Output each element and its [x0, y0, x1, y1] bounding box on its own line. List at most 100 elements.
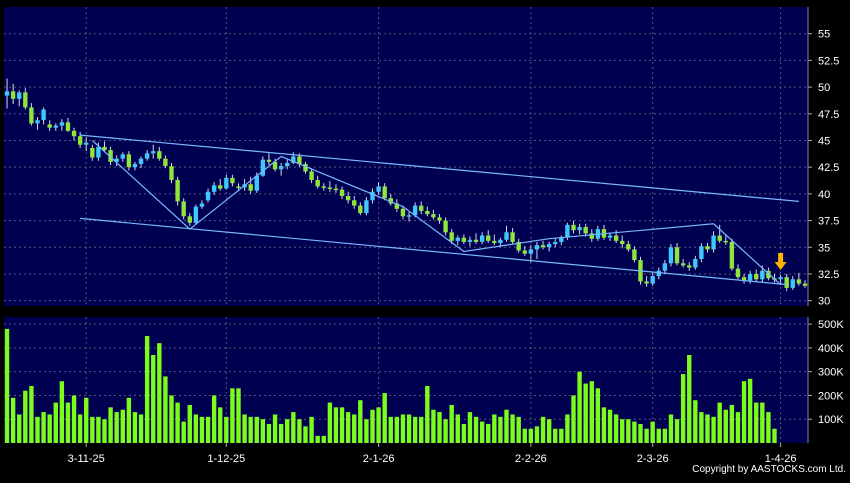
candle-body [53, 125, 58, 128]
volume-bar [248, 416, 253, 443]
volume-bar [406, 414, 412, 443]
volume-bar [151, 355, 156, 443]
candle-body [747, 273, 753, 281]
volume-bar [10, 397, 16, 443]
candle-body [419, 205, 424, 211]
candle-body [760, 270, 765, 280]
volume-plot-area [4, 317, 808, 443]
candle-body [644, 281, 649, 284]
candle-body [528, 249, 534, 254]
volume-bar [163, 376, 168, 443]
volume-bar [53, 402, 58, 443]
candle-body [17, 92, 22, 99]
candle-body [132, 163, 138, 168]
candle-body [589, 233, 594, 239]
candle-body [790, 279, 795, 288]
candle-body [297, 156, 302, 164]
candle-body [71, 130, 77, 137]
candle-body [211, 185, 217, 192]
candle-body [47, 124, 52, 128]
candle-body [309, 171, 314, 180]
candle-body [796, 279, 802, 284]
volume-bar [656, 428, 661, 443]
volume-bar [394, 416, 400, 443]
candle-body [285, 162, 290, 167]
price-tick-label: 47.5 [818, 109, 839, 121]
candle-body [437, 217, 442, 221]
candle-body [77, 136, 83, 145]
volume-bar [382, 393, 387, 443]
candle-body [735, 268, 741, 278]
volume-bar [278, 423, 284, 443]
candle-body [327, 187, 333, 189]
trendline [80, 134, 799, 202]
candle-body [315, 179, 320, 187]
volume-bar [693, 400, 698, 443]
x-tick-label: 1-12-25 [207, 453, 245, 465]
volume-bar [4, 328, 10, 443]
price-tick-label: 37.5 [818, 216, 839, 228]
volume-bar [632, 421, 637, 443]
candle-body [522, 250, 527, 254]
candle-body [504, 232, 509, 240]
candle-body [254, 175, 259, 191]
candle-body [370, 191, 375, 201]
trendline [91, 140, 782, 286]
volume-bar [260, 419, 266, 443]
volume-bar [717, 402, 722, 443]
volume-bar [370, 409, 375, 443]
volume-bar [266, 423, 272, 443]
candle-body [626, 244, 631, 250]
volume-bar [565, 414, 570, 443]
volume-bar [620, 419, 625, 443]
candle-body [339, 189, 345, 197]
volume-bar [321, 435, 326, 443]
volume-bar [571, 395, 576, 443]
candle-body [583, 226, 588, 234]
volume-bar [126, 397, 132, 443]
volume-tick-label: 100K [818, 414, 844, 426]
volume-bar [553, 428, 558, 443]
candle-body [723, 240, 728, 243]
volume-bar [175, 402, 180, 443]
volume-bar [35, 416, 40, 443]
volume-bar [71, 395, 77, 443]
candle-body [303, 163, 308, 172]
volume-bar [90, 416, 95, 443]
volume-bar [583, 383, 588, 443]
candle-body [540, 245, 546, 248]
candle-body [449, 232, 454, 241]
candle-body [157, 151, 162, 159]
volume-bar [735, 412, 741, 443]
candle-body [455, 237, 460, 241]
volume-tick-label: 200K [818, 390, 844, 402]
candle-body [705, 246, 710, 250]
volume-bar [114, 412, 119, 443]
volume-bar [522, 428, 527, 443]
candle-body [516, 241, 521, 251]
candle-body [84, 142, 89, 145]
volume-bar [528, 428, 534, 443]
candle-body [680, 263, 686, 266]
candle-body [479, 235, 485, 242]
candle-body [571, 224, 576, 231]
volume-bar [534, 426, 540, 443]
volume-bar [437, 412, 442, 443]
volume-bar [339, 407, 345, 443]
candle-body [41, 109, 46, 121]
volume-bar [297, 419, 302, 443]
candle-body [218, 185, 223, 189]
copyright-text: Copyright by AASTOCKS.com Ltd. [692, 464, 846, 475]
volume-bar [224, 416, 229, 443]
candle-body [741, 277, 747, 281]
volume-bar [419, 416, 424, 443]
candle-body [126, 154, 132, 168]
volume-bar [699, 412, 704, 443]
volume-bar [613, 414, 619, 443]
volume-bar [169, 395, 174, 443]
volume-bar [729, 404, 735, 443]
volume-bar [589, 381, 594, 443]
volume-bar [400, 414, 406, 443]
volume-bar [84, 397, 89, 443]
